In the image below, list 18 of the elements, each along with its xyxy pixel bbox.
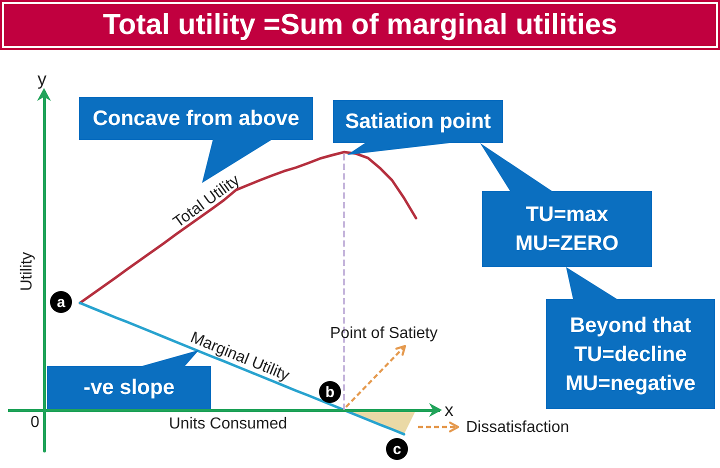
circle-marker: a [50, 291, 72, 313]
text: y [38, 68, 46, 90]
annotation: a [56, 294, 66, 310]
circle-marker: b [319, 381, 341, 403]
y-axis-title: Utility [18, 252, 36, 292]
text: TU=max MU=ZERO [515, 202, 619, 257]
chart-title: Total utility =Sum of marginal utilities [102, 8, 618, 42]
annotation: Point of Satiety [330, 325, 438, 343]
text: x [444, 400, 454, 420]
x-axis-title: Units Consumed [168, 415, 288, 432]
annotation: -ve slope [83, 375, 175, 401]
annotation: b [325, 384, 335, 400]
text: Satiation point [345, 109, 491, 135]
text: Beyond that TU=decline MU=negative [565, 312, 696, 396]
annotation: 0 [30, 414, 40, 432]
text: Concave from above [92, 106, 300, 132]
circle-marker: c [386, 438, 408, 460]
text: Dissatisfaction [466, 419, 570, 437]
